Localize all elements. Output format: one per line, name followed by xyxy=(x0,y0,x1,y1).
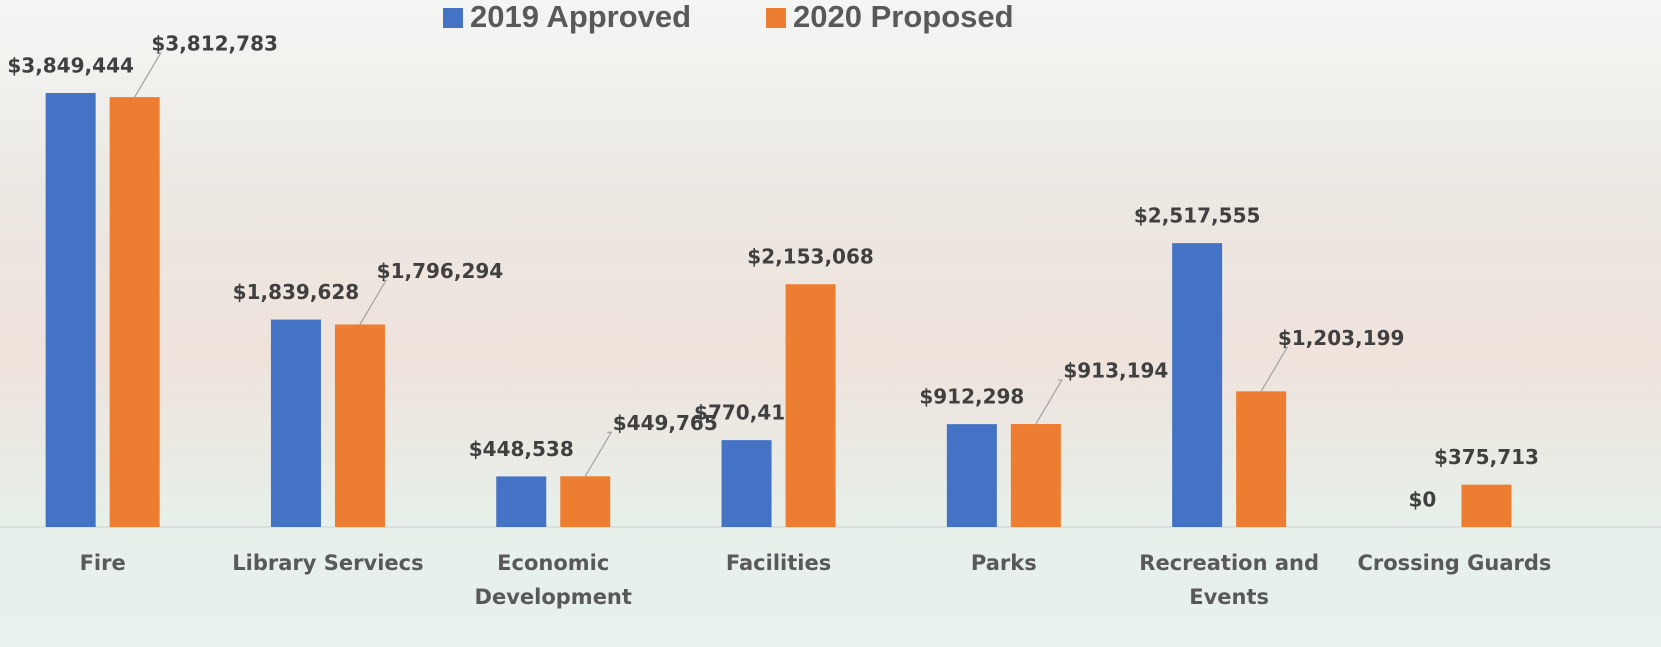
legend-swatch xyxy=(443,8,463,28)
value-label: $1,203,199 xyxy=(1278,326,1405,350)
value-label: $448,538 xyxy=(469,437,574,461)
x-tick-label: Recreation and Events xyxy=(1129,546,1329,614)
bar xyxy=(110,97,160,527)
leader-line xyxy=(360,280,386,324)
value-label: $375,713 xyxy=(1434,445,1539,469)
x-tick-label: Facilities xyxy=(679,546,879,580)
leader-line xyxy=(585,432,611,476)
x-tick-label: Economic Development xyxy=(453,546,653,614)
bar xyxy=(496,476,546,527)
value-label: $770,413 xyxy=(694,401,799,425)
legend-label: 2020 Proposed xyxy=(793,0,1014,34)
value-label: $912,298 xyxy=(919,385,1024,409)
value-label: $1,839,628 xyxy=(233,280,360,304)
leader-line xyxy=(1036,380,1062,424)
bar xyxy=(786,284,836,527)
bar xyxy=(335,324,385,527)
value-label: $1,796,294 xyxy=(377,259,504,283)
bar xyxy=(1236,391,1286,527)
bar xyxy=(722,440,772,527)
bar xyxy=(271,320,321,527)
legend-label: 2019 Approved xyxy=(470,0,691,34)
x-tick-label: Library Serviecs xyxy=(228,546,428,580)
bar xyxy=(46,93,96,527)
chart: 2019 Approved 2020 Proposed $3,849,444 $3,8… xyxy=(0,0,1661,647)
value-label: $2,517,555 xyxy=(1134,204,1261,228)
bar xyxy=(1011,424,1061,527)
bar xyxy=(560,476,610,527)
leader-line xyxy=(1261,347,1287,391)
x-tick-label: Crossing Guards xyxy=(1354,546,1554,580)
value-label: $3,849,444 xyxy=(7,53,134,77)
legend-swatch xyxy=(766,8,786,28)
bar xyxy=(947,424,997,527)
leader-line xyxy=(135,53,161,97)
bar xyxy=(1172,243,1222,527)
x-tick-label: Parks xyxy=(904,546,1104,580)
value-label: $3,812,783 xyxy=(151,32,278,56)
x-tick-label: Fire xyxy=(3,546,203,580)
bar xyxy=(1461,485,1511,527)
value-label: $913,194 xyxy=(1063,359,1168,383)
value-label: $2,153,068 xyxy=(747,245,874,269)
value-label: $0 xyxy=(1409,488,1437,512)
